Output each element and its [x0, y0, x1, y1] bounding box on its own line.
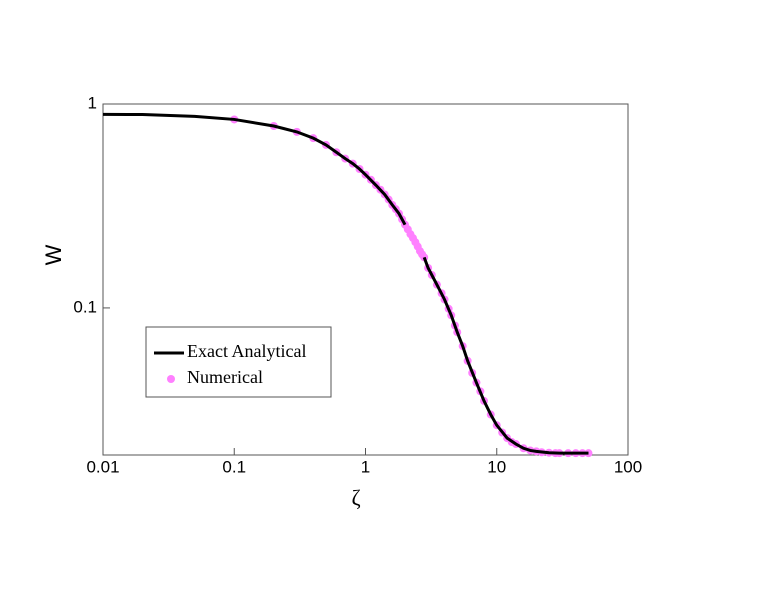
y-tick-label: 0.1 — [73, 297, 97, 316]
legend-label: Exact Analytical — [187, 341, 306, 361]
y-tick-label: 1 — [88, 93, 97, 112]
y-axis-label: W — [41, 244, 66, 265]
x-tick-label: 0.01 — [86, 457, 119, 476]
data-line — [103, 112, 589, 455]
x-axis-label: ζ — [351, 485, 360, 510]
plot-frame — [102, 103, 629, 456]
legend-box — [145, 326, 332, 398]
legend-label: Numerical — [187, 367, 263, 387]
x-tick-label: 10 — [487, 457, 506, 476]
x-tick-label: 1 — [361, 457, 370, 476]
legend-marker — [167, 375, 175, 383]
x-tick-label: 0.1 — [222, 457, 246, 476]
x-tick-label: 100 — [614, 457, 642, 476]
